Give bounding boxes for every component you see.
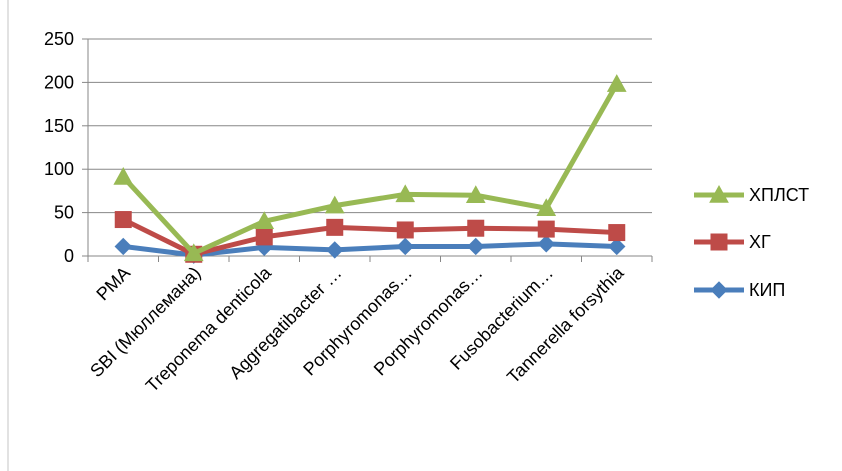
data-point	[606, 74, 627, 92]
y-tick-label: 150	[44, 116, 74, 136]
data-point	[608, 237, 626, 256]
y-tick-label: 0	[64, 246, 74, 266]
y-axis-tick-labels: 0 50 100 150 200 250	[44, 29, 74, 266]
x-category-label: РМА	[92, 263, 134, 305]
data-point	[608, 224, 626, 242]
legend: ХПЛСТ ХГ КИП	[694, 184, 809, 300]
legend-item: КИП	[694, 280, 785, 300]
data-point	[255, 228, 273, 246]
gridlines	[88, 38, 652, 214]
data-point	[396, 237, 414, 256]
data-point	[114, 211, 132, 229]
data-point	[537, 235, 555, 253]
series-ХГ	[114, 211, 626, 263]
legend-swatch-marker	[710, 233, 728, 251]
data-point	[113, 166, 134, 185]
legend-swatch-marker	[709, 184, 729, 203]
legend-item: ХПЛСТ	[694, 184, 809, 205]
y-tick-label: 100	[44, 159, 74, 179]
data-point	[465, 185, 486, 203]
series-group	[113, 74, 627, 264]
data-point	[537, 220, 555, 238]
data-point	[324, 195, 345, 214]
data-point	[467, 237, 485, 256]
series-ХПЛСТ	[113, 74, 627, 262]
x-category-label: Treponema denticola	[142, 262, 276, 396]
data-point	[254, 211, 275, 229]
data-point	[536, 198, 557, 216]
data-point	[183, 243, 204, 262]
y-tick-label: 200	[44, 72, 74, 92]
legend-label: ХГ	[749, 232, 771, 252]
legend-item: ХГ	[694, 232, 771, 252]
data-point	[467, 219, 485, 237]
data-point	[326, 218, 344, 236]
data-point	[326, 241, 344, 259]
legend-label: КИП	[749, 280, 785, 300]
x-category-label: Tannerella forsythia	[503, 262, 628, 387]
legend-label: ХПЛСТ	[749, 185, 809, 205]
y-tick-label: 50	[54, 203, 74, 223]
data-point	[114, 237, 132, 256]
series-line	[122, 217, 617, 257]
data-point	[396, 221, 414, 239]
data-point	[395, 184, 416, 203]
series-line	[121, 82, 619, 256]
legend-swatch-marker	[710, 281, 728, 299]
y-tick-label: 250	[44, 29, 74, 49]
